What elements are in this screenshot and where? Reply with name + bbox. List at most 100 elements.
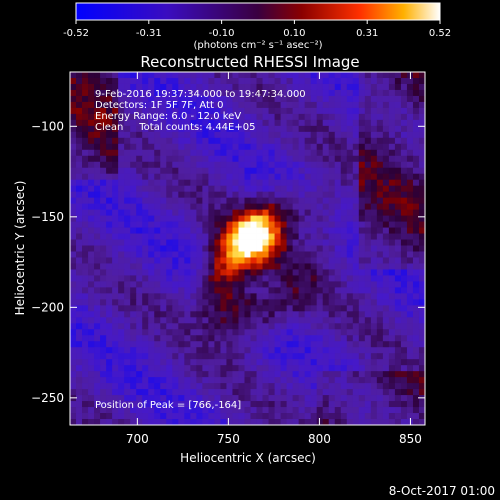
heatmap-cell [286,101,294,109]
heatmap-cell [346,179,354,187]
heatmap-cell [94,77,101,85]
heatmap-cell [310,365,318,372]
heatmap-cell [418,383,426,390]
heatmap-cell [274,197,281,205]
heatmap-cell [202,263,209,270]
heatmap-cell [214,161,221,169]
heatmap-cell [394,77,402,85]
heatmap-cell [406,179,414,187]
heatmap-cell [154,365,161,372]
heatmap-cell [352,257,360,264]
heatmap-cell [418,221,426,228]
heatmap-cell [388,77,396,85]
heatmap-cell [310,359,318,366]
heatmap-cell [304,329,312,336]
heatmap-cell [400,419,408,426]
heatmap-cell [316,239,324,246]
heatmap-cell [238,215,245,222]
heatmap-cell [316,335,324,342]
heatmap-cell [142,263,149,270]
heatmap-cell [178,329,185,336]
heatmap-cell [322,383,330,390]
heatmap-cell [142,371,149,378]
heatmap-cell [142,401,149,408]
heatmap-cell [334,227,342,234]
heatmap-cell [136,77,143,85]
heatmap-cell [388,125,396,133]
heatmap-cell [130,173,137,181]
heatmap-cell [322,353,330,360]
heatmap-cell [184,287,191,294]
heatmap-cell [136,155,143,163]
heatmap-cell [70,311,77,318]
heatmap-cell [94,287,101,294]
heatmap-cell [310,323,318,330]
heatmap-cell [148,281,155,288]
heatmap-cell [298,383,306,390]
heatmap-cell [214,257,221,264]
heatmap-cell [118,281,125,288]
heatmap-cell [160,77,167,85]
heatmap-cell [250,287,257,294]
heatmap-cell [250,305,257,312]
heatmap-cell [334,311,342,318]
heatmap-cell [190,365,197,372]
heatmap-cell [412,371,420,378]
heatmap-cell [262,173,269,181]
heatmap-cell [304,221,312,228]
heatmap-cell [184,125,191,133]
heatmap-cell [340,257,348,264]
heatmap-cell [346,341,354,348]
heatmap-cell [226,245,233,252]
heatmap-cell [226,221,233,228]
heatmap-cell [316,359,324,366]
heatmap-cell [106,245,113,252]
heatmap-cell [250,293,257,300]
heatmap-cell [142,359,149,366]
heatmap-cell [196,407,203,414]
heatmap-cell [184,395,191,402]
heatmap-cell [154,317,161,324]
heatmap-cell [178,137,185,145]
heatmap-cell [148,161,155,169]
heatmap-cell [136,185,143,193]
heatmap-cell [244,89,251,97]
heatmap-cell [388,407,396,414]
heatmap-cell [262,269,269,276]
heatmap-cell [184,161,191,169]
heatmap-cell [130,365,137,372]
heatmap-cell [310,407,318,414]
heatmap-cell [106,143,113,151]
heatmap-cell [82,95,89,103]
heatmap-cell [160,371,167,378]
heatmap-cell [262,161,269,169]
heatmap-cell [148,239,155,246]
heatmap-cell [184,251,191,258]
heatmap-cell [406,377,414,384]
heatmap-cell [268,419,275,426]
heatmap-cell [262,359,269,366]
heatmap-cell [70,119,77,127]
heatmap-cell [148,353,155,360]
heatmap-cell [406,137,414,145]
heatmap-cell [286,287,294,294]
heatmap-cell [106,263,113,270]
heatmap-cell [352,287,360,294]
heatmap-cell [148,341,155,348]
heatmap-cell [262,125,269,133]
heatmap-cell [202,389,209,396]
heatmap-cell [280,329,288,336]
heatmap-cell [232,89,239,97]
heatmap-cell [118,389,125,396]
colorbar [75,2,441,21]
heatmap-cell [220,293,227,300]
heatmap-cell [382,269,390,276]
heatmap-cell [340,413,348,420]
heatmap-cell [250,83,257,91]
heatmap-cell [376,371,384,378]
heatmap-cell [82,89,89,97]
heatmap-cell [292,227,300,234]
heatmap-cell [94,275,101,282]
heatmap-cell [82,269,89,276]
heatmap-cell [166,383,173,390]
